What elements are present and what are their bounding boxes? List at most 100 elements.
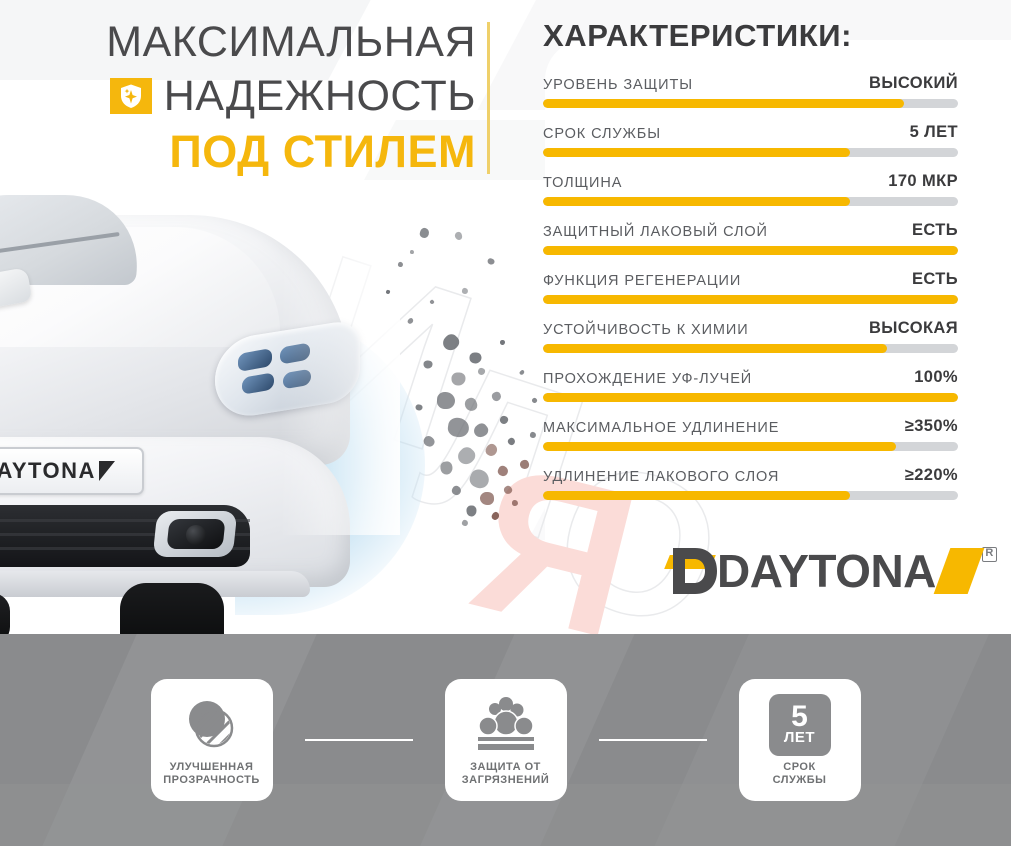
feature-card-caption: УЛУЧШЕННАЯ ПРОЗРАЧНОСТЬ — [163, 761, 260, 787]
spec-progress-fill — [543, 491, 850, 500]
caption-line-2: СЛУЖБЫ — [773, 774, 827, 786]
spec-progress-fill — [543, 442, 896, 451]
spec-progress-track — [543, 148, 958, 157]
spec-progress-fill — [543, 197, 850, 206]
spec-header: ПРОХОЖДЕНИЕ УФ-ЛУЧЕЙ 100% — [543, 368, 958, 387]
spec-progress-fill — [543, 295, 958, 304]
registered-trademark-icon: R — [982, 547, 997, 562]
car-rear-wheel — [0, 593, 10, 634]
spec-progress-track — [543, 295, 958, 304]
five-years-badge-icon: 5 ЛЕТ — [769, 694, 831, 756]
poster-canvas: И Л О Я МАКСИМАЛЬНАЯ НАДЕЖНОСТЬ ПОД СТИЛ… — [0, 0, 1011, 846]
headline-divider — [487, 22, 490, 174]
spec-label: УРОВЕНЬ ЗАЩИТЫ — [543, 77, 693, 93]
spec-progress-track — [543, 442, 958, 451]
headline-line-2: НАДЕЖНОСТЬ — [164, 70, 476, 122]
spec-header: СРОК СЛУЖБЫ 5 ЛЕТ — [543, 123, 958, 142]
spec-value: ЕСТЬ — [912, 221, 958, 240]
daytona-logo: DAYTONA R — [667, 545, 997, 597]
spec-progress-fill — [543, 246, 958, 255]
debris-particle — [437, 392, 455, 409]
caption-line-2: ЗАГРЯЗНЕНИЙ — [462, 774, 549, 786]
spec-progress-track — [543, 344, 958, 353]
features-band: УЛУЧШЕННАЯ ПРОЗРАЧНОСТЬ — [0, 634, 1011, 846]
feature-card-caption: СРОК СЛУЖБЫ — [773, 761, 827, 787]
caption-line-1: ЗАЩИТА ОТ — [470, 761, 541, 773]
spec-header: МАКСИМАЛЬНОЕ УДЛИНЕНИЕ ≥350% — [543, 417, 958, 436]
spec-row: ПРОХОЖДЕНИЕ УФ-ЛУЧЕЙ 100% — [543, 368, 958, 402]
spec-progress-track — [543, 491, 958, 500]
car-front-wheel — [120, 583, 224, 634]
spec-label: УДЛИНЕНИЕ ЛАКОВОГО СЛОЯ — [543, 469, 779, 485]
years-number: 5 — [791, 704, 808, 730]
spec-value: 170 МКР — [888, 172, 958, 191]
spec-row: СРОК СЛУЖБЫ 5 ЛЕТ — [543, 123, 958, 157]
spec-label: ФУНКЦИЯ РЕГЕНЕРАЦИИ — [543, 273, 741, 289]
spec-row: ЗАЩИТНЫЙ ЛАКОВЫЙ СЛОЙ ЕСТЬ — [543, 221, 958, 255]
spec-progress-track — [543, 246, 958, 255]
license-plate-mark — [99, 461, 115, 481]
spec-progress-fill — [543, 148, 850, 157]
spec-progress-track — [543, 393, 958, 402]
spec-row: ТОЛЩИНА 170 МКР — [543, 172, 958, 206]
spec-row: МАКСИМАЛЬНОЕ УДЛИНЕНИЕ ≥350% — [543, 417, 958, 451]
spec-row: ФУНКЦИЯ РЕГЕНЕРАЦИИ ЕСТЬ — [543, 270, 958, 304]
headline-line-2-row: НАДЕЖНОСТЬ — [56, 70, 476, 122]
car-sensor-icon — [186, 525, 206, 545]
spec-label: ЗАЩИТНЫЙ ЛАКОВЫЙ СЛОЙ — [543, 224, 768, 240]
feature-cards-row: УЛУЧШЕННАЯ ПРОЗРАЧНОСТЬ — [0, 634, 1011, 846]
spec-value: ≥350% — [905, 417, 958, 436]
caption-line-1: УЛУЧШЕННАЯ — [170, 761, 254, 773]
headline-line-1: МАКСИМАЛЬНАЯ — [56, 16, 476, 68]
spec-label: УСТОЙЧИВОСТЬ К ХИМИИ — [543, 322, 749, 338]
hero-section: И Л О Я МАКСИМАЛЬНАЯ НАДЕЖНОСТЬ ПОД СТИЛ… — [0, 0, 1011, 634]
logo-parallelogram — [934, 548, 985, 594]
card-connector-line — [599, 739, 707, 741]
spec-header: УСТОЙЧИВОСТЬ К ХИМИИ ВЫСОКАЯ — [543, 319, 958, 338]
license-plate-text: DAYTONA — [0, 458, 96, 484]
spec-label: ПРОХОЖДЕНИЕ УФ-ЛУЧЕЙ — [543, 371, 752, 387]
debris-particle — [480, 492, 495, 506]
spec-row: УДЛИНЕНИЕ ЛАКОВОГО СЛОЯ ≥220% — [543, 466, 958, 500]
spec-progress-track — [543, 197, 958, 206]
logo-wordmark: DAYTONA — [717, 545, 936, 597]
spec-row: УРОВЕНЬ ЗАЩИТЫ ВЫСОКИЙ — [543, 74, 958, 108]
card-connector-line — [305, 739, 413, 741]
spec-progress-fill — [543, 99, 904, 108]
caption-line-2: ПРОЗРАЧНОСТЬ — [163, 774, 260, 786]
feature-card-service-life: 5 ЛЕТ СРОК СЛУЖБЫ — [739, 679, 861, 801]
spec-value: 100% — [914, 368, 958, 387]
spec-header: ЗАЩИТНЫЙ ЛАКОВЫЙ СЛОЙ ЕСТЬ — [543, 221, 958, 240]
spec-value: ВЫСОКАЯ — [869, 319, 958, 338]
spec-label: ТОЛЩИНА — [543, 175, 622, 191]
headline-block: МАКСИМАЛЬНАЯ НАДЕЖНОСТЬ ПОД СТИЛЕМ — [56, 16, 476, 180]
car-body: DAYTONA — [0, 175, 400, 615]
spec-header: УРОВЕНЬ ЗАЩИТЫ ВЫСОКИЙ — [543, 74, 958, 93]
spec-header: УДЛИНЕНИЕ ЛАКОВОГО СЛОЯ ≥220% — [543, 466, 958, 485]
caption-line-1: СРОК — [783, 761, 815, 773]
spec-value: ≥220% — [905, 466, 958, 485]
specifications-list: УРОВЕНЬ ЗАЩИТЫ ВЫСОКИЙ СРОК СЛУЖБЫ 5 ЛЕТ ТОЛ… — [543, 74, 958, 500]
specifications-panel: ХАРАКТЕРИСТИКИ: УРОВЕНЬ ЗАЩИТЫ ВЫСОКИЙ СРО… — [543, 18, 958, 515]
spec-value: ВЫСОКИЙ — [869, 74, 958, 93]
spec-value: ЕСТЬ — [912, 270, 958, 289]
spec-header: ФУНКЦИЯ РЕГЕНЕРАЦИИ ЕСТЬ — [543, 270, 958, 289]
spec-progress-fill — [543, 393, 958, 402]
logo-d-mark — [667, 545, 721, 597]
overlapping-circles-striped-icon — [182, 694, 242, 756]
spec-progress-track — [543, 99, 958, 108]
spec-header: ТОЛЩИНА 170 МКР — [543, 172, 958, 191]
car-light-falloff — [280, 235, 400, 535]
shield-sparkle-icon — [110, 78, 152, 114]
years-badge: 5 ЛЕТ — [769, 694, 831, 756]
headline-line-3: ПОД СТИЛЕМ — [56, 124, 476, 180]
feature-card-caption: ЗАЩИТА ОТ ЗАГРЯЗНЕНИЙ — [462, 761, 549, 787]
spec-label: МАКСИМАЛЬНОЕ УДЛИНЕНИЕ — [543, 420, 779, 436]
license-plate: DAYTONA — [0, 447, 144, 495]
spec-value: 5 ЛЕТ — [910, 123, 958, 142]
spec-label: СРОК СЛУЖБЫ — [543, 126, 661, 142]
years-word: ЛЕТ — [784, 730, 815, 746]
feature-card-dirt-protection: ЗАЩИТА ОТ ЗАГРЯЗНЕНИЙ — [445, 679, 567, 801]
feature-card-transparency: УЛУЧШЕННАЯ ПРОЗРАЧНОСТЬ — [151, 679, 273, 801]
specifications-title: ХАРАКТЕРИСТИКИ: — [543, 18, 958, 54]
